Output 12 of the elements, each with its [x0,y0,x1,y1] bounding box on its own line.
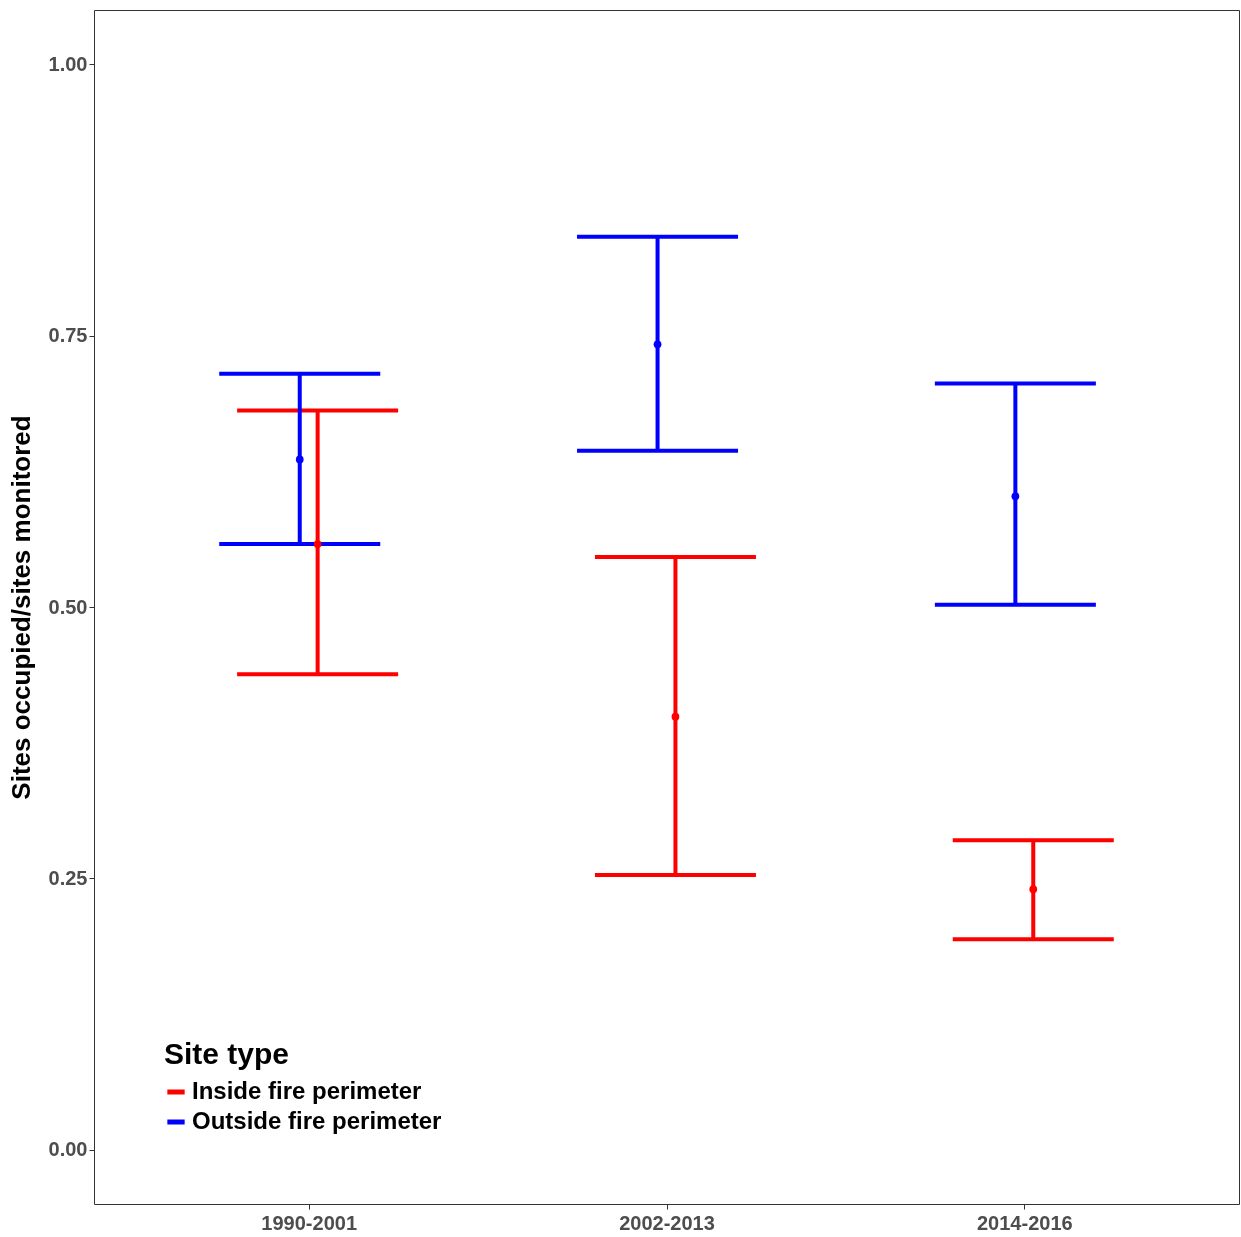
legend-label: Outside fire perimeter [192,1107,442,1134]
y-tick-label: 0.50 [48,595,88,618]
y-tick-label: 0.25 [48,866,88,889]
legend-title: Site type [164,1037,290,1070]
y-axis-title: Sites occupied/sites monitored [5,415,36,800]
x-tick-label: 1990-2001 [261,1211,358,1234]
legend-label: Inside fire perimeter [192,1077,422,1104]
x-tick-label: 2014-2016 [976,1211,1073,1234]
x-tick-label: 2002-2013 [619,1211,715,1234]
y-tick-label: 0.00 [48,1138,88,1161]
y-tick-label: 1.00 [48,52,88,75]
y-tick-label: 0.75 [48,324,88,347]
